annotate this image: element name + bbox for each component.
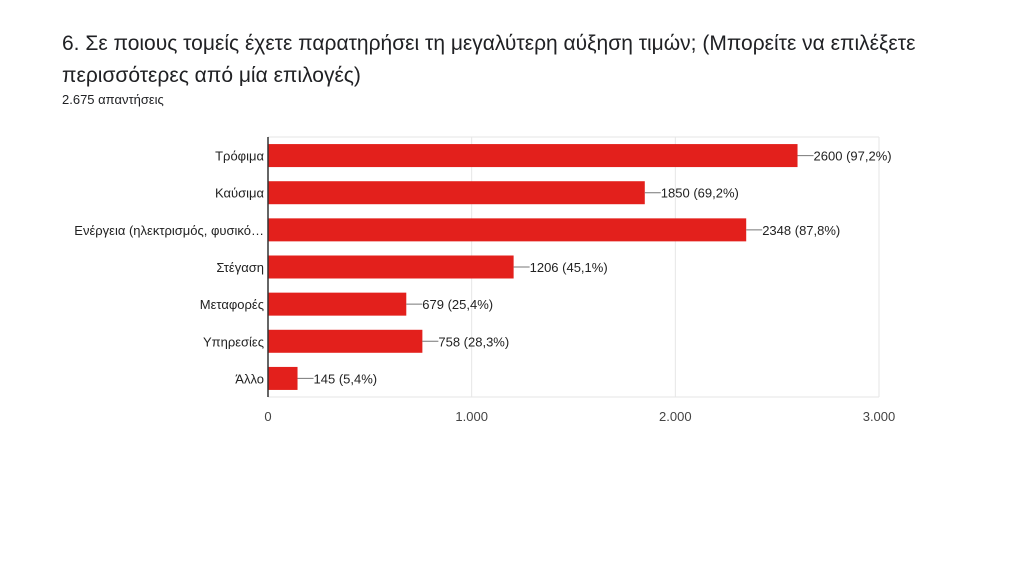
bar: [268, 366, 298, 390]
data-label: 145 (5,4%): [314, 371, 378, 386]
data-label: 679 (25,4%): [422, 297, 493, 312]
bar: [268, 255, 514, 279]
bar: [268, 329, 423, 353]
category-label: Μεταφορές: [200, 297, 264, 312]
bar: [268, 181, 645, 205]
bar: [268, 218, 747, 242]
category-label: Καύσιμα: [215, 186, 265, 201]
bar: [268, 144, 798, 168]
data-label: 758 (28,3%): [438, 334, 509, 349]
x-tick-label: 2.000: [659, 409, 692, 424]
category-label: Στέγαση: [216, 260, 264, 275]
category-label: Υπηρεσίες: [203, 334, 264, 349]
question-title: 6. Σε ποιους τομείς έχετε παρατηρήσει τη…: [62, 32, 916, 87]
data-label: 1206 (45,1%): [530, 260, 608, 275]
data-label: 2348 (87,8%): [762, 223, 840, 238]
category-label: Άλλο: [235, 371, 264, 386]
data-label: 2600 (97,2%): [814, 149, 892, 164]
category-label: Τρόφιμα: [215, 149, 264, 164]
data-label: 1850 (69,2%): [661, 186, 739, 201]
category-label: Ενέργεια (ηλεκτρισμός, φυσικό…: [74, 223, 264, 238]
bar: [268, 292, 407, 316]
x-tick-label: 3.000: [863, 409, 896, 424]
x-tick-label: 0: [264, 409, 271, 424]
x-tick-label: 1.000: [455, 409, 488, 424]
response-count: 2.675 απαντήσεις: [62, 92, 164, 107]
